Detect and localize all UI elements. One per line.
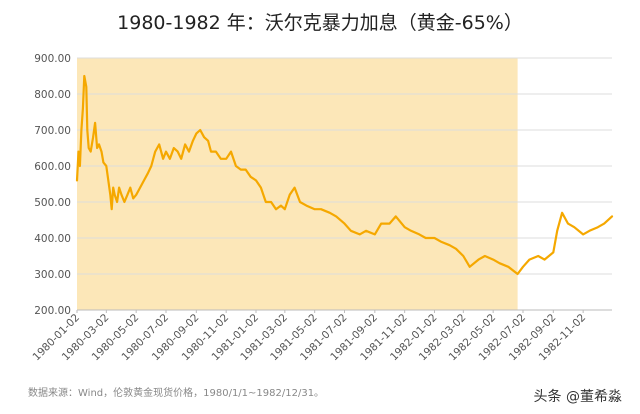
- y-tick-label: 600.00: [34, 161, 71, 173]
- chart-title: 1980-1982 年：沃尔克暴力加息（黄金-65%）: [117, 12, 523, 34]
- watermark: 头条 @董希淼: [533, 389, 622, 405]
- y-tick-label: 400.00: [34, 233, 71, 245]
- y-tick-label: 300.00: [34, 269, 71, 281]
- y-tick-label: 700.00: [34, 125, 71, 137]
- y-tick-label: 900.00: [34, 53, 71, 65]
- source-note: 数据来源：Wind，伦敦黄金现货价格，1980/1/1~1982/12/31。: [28, 388, 325, 399]
- y-tick-label: 200.00: [34, 305, 71, 317]
- highlight-band: [77, 58, 518, 310]
- y-tick-label: 500.00: [34, 197, 71, 209]
- gold-price-line: [75, 74, 614, 276]
- y-tick-label: 800.00: [34, 89, 71, 101]
